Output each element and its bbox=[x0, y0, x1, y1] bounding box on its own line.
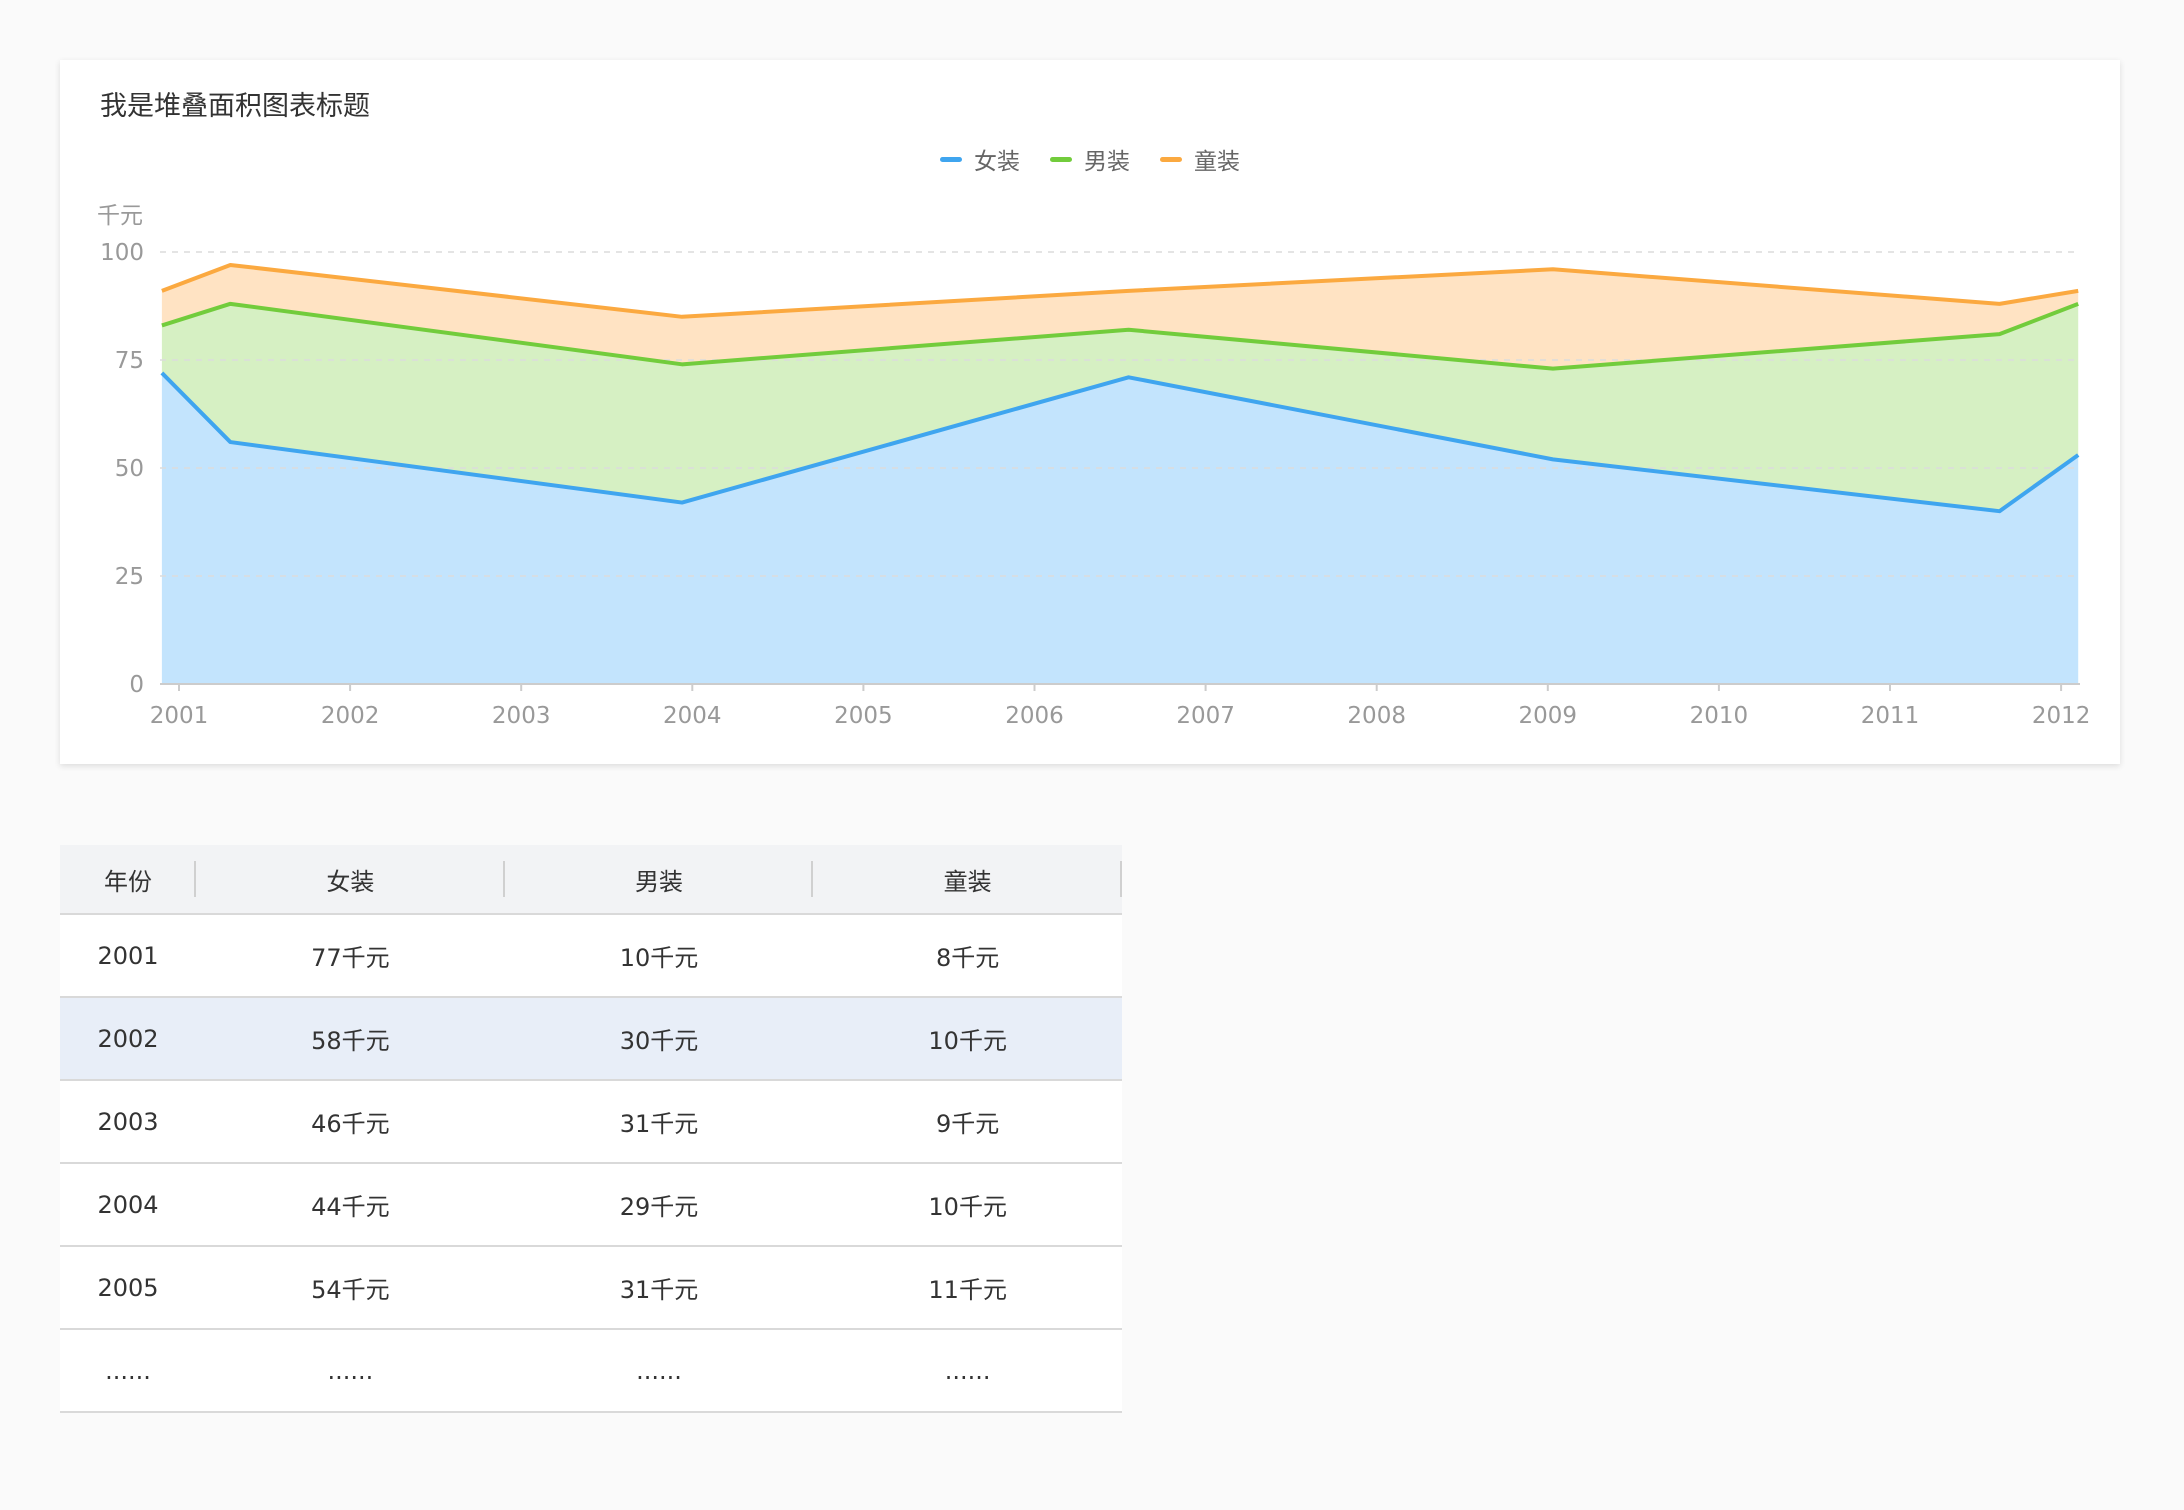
legend-label-womens: 女装 bbox=[974, 149, 1020, 175]
cell-womens: 44千元 bbox=[311, 1193, 390, 1221]
cell-year: 2003 bbox=[97, 1107, 159, 1136]
chart-legend: 女装 男装 童装 bbox=[60, 142, 2120, 176]
table-row[interactable]: 2001 77千元 10千元 8千元 bbox=[60, 915, 1122, 998]
chart-title: 我是堆叠面积图表标题 bbox=[100, 91, 370, 122]
chart-card: 我是堆叠面积图表标题 女装 男装 童装 0 25 50 75 100 千元 2001 2002… bbox=[60, 60, 2120, 764]
line-series-1 bbox=[161, 301, 2079, 371]
header-year: 年份 bbox=[60, 845, 196, 913]
cell-kids: 10千元 bbox=[928, 1027, 1007, 1055]
x-tick-label-6: 2007 bbox=[1176, 703, 1235, 729]
x-tick-label-11: 2012 bbox=[2032, 703, 2091, 729]
x-tick-label-9: 2010 bbox=[1690, 703, 1749, 729]
legend-item-kids[interactable]: 童装 bbox=[1160, 142, 1240, 176]
stacked-area-chart: 0 25 50 75 100 千元 2001 2002 2003 2004 2005 2006 2007… bbox=[97, 203, 2091, 729]
legend-swatch-mens bbox=[1050, 156, 1072, 162]
legend-item-mens[interactable]: 男装 bbox=[1050, 142, 1130, 176]
cell-mens: 29千元 bbox=[619, 1193, 699, 1221]
table-row[interactable]: ...... ...... ...... ...... bbox=[60, 1330, 1122, 1413]
cell-kids: 11千元 bbox=[928, 1276, 1007, 1304]
cell-kids: 10千元 bbox=[928, 1193, 1007, 1221]
cell-year: 2001 bbox=[97, 941, 159, 970]
header-mens: 男装 bbox=[505, 845, 814, 913]
y-tick-label-1: 25 bbox=[115, 564, 144, 590]
line-series-2 bbox=[161, 262, 2079, 319]
cell-womens: 58千元 bbox=[311, 1027, 390, 1055]
cell-mens: 10千元 bbox=[619, 944, 699, 972]
legend-label-kids: 童装 bbox=[1194, 149, 1240, 175]
x-tick-label-2: 2003 bbox=[492, 703, 551, 729]
cell-year: 2002 bbox=[97, 1024, 159, 1053]
cell-year: ...... bbox=[105, 1356, 151, 1385]
cell-kids: ...... bbox=[944, 1356, 991, 1385]
legend-label-mens: 男装 bbox=[1084, 149, 1130, 175]
area-series-0 bbox=[161, 372, 2079, 684]
table-row[interactable]: 2005 54千元 31千元 11千元 bbox=[60, 1247, 1122, 1330]
x-tick-label-10: 2011 bbox=[1861, 703, 1920, 729]
cell-kids: 9千元 bbox=[936, 1110, 1000, 1138]
legend-swatch-kids bbox=[1160, 156, 1182, 162]
cell-womens: ...... bbox=[327, 1356, 374, 1385]
legend-swatch-womens bbox=[940, 156, 962, 162]
area-series-2 bbox=[161, 264, 2079, 369]
legend-item-womens[interactable]: 女装 bbox=[940, 142, 1020, 176]
y-axis-unit: 千元 bbox=[97, 203, 143, 229]
x-tick-label-4: 2005 bbox=[834, 703, 893, 729]
cell-year: 2005 bbox=[97, 1273, 159, 1302]
area-series-1 bbox=[161, 303, 2079, 512]
table-row[interactable]: 2003 46千元 31千元 9千元 bbox=[60, 1081, 1122, 1164]
x-tick-label-5: 2006 bbox=[1005, 703, 1064, 729]
cell-womens: 46千元 bbox=[311, 1110, 390, 1138]
y-tick-label-0: 0 bbox=[129, 672, 144, 698]
cell-mens: 31千元 bbox=[619, 1276, 699, 1304]
x-tick-label-0: 2001 bbox=[150, 703, 209, 729]
header-kids: 童装 bbox=[813, 845, 1122, 913]
header-womens: 女装 bbox=[196, 845, 505, 913]
cell-womens: 77千元 bbox=[311, 944, 390, 972]
x-tick-label-8: 2009 bbox=[1519, 703, 1578, 729]
data-table: 年份 女装 男装 童装 2001 77千元 10千元 8千元 2002 58千元… bbox=[60, 845, 1122, 1413]
x-tick-label-3: 2004 bbox=[663, 703, 722, 729]
y-tick-label-3: 75 bbox=[115, 348, 144, 374]
cell-year: 2004 bbox=[97, 1190, 159, 1219]
cell-womens: 54千元 bbox=[311, 1276, 390, 1304]
table-header-row: 年份 女装 男装 童装 bbox=[60, 845, 1122, 915]
cell-mens: ...... bbox=[636, 1356, 682, 1385]
x-tick-label-1: 2002 bbox=[321, 703, 380, 729]
line-series-0 bbox=[160, 371, 2080, 514]
table-row[interactable]: 2004 44千元 29千元 10千元 bbox=[60, 1164, 1122, 1247]
cell-kids: 8千元 bbox=[936, 944, 1000, 972]
y-tick-label-4: 100 bbox=[100, 240, 144, 266]
table-row[interactable]: 2002 58千元 30千元 10千元 bbox=[60, 998, 1122, 1081]
cell-mens: 31千元 bbox=[619, 1110, 699, 1138]
y-tick-label-2: 50 bbox=[115, 456, 144, 482]
cell-mens: 30千元 bbox=[619, 1027, 699, 1055]
x-tick-label-7: 2008 bbox=[1347, 703, 1406, 729]
